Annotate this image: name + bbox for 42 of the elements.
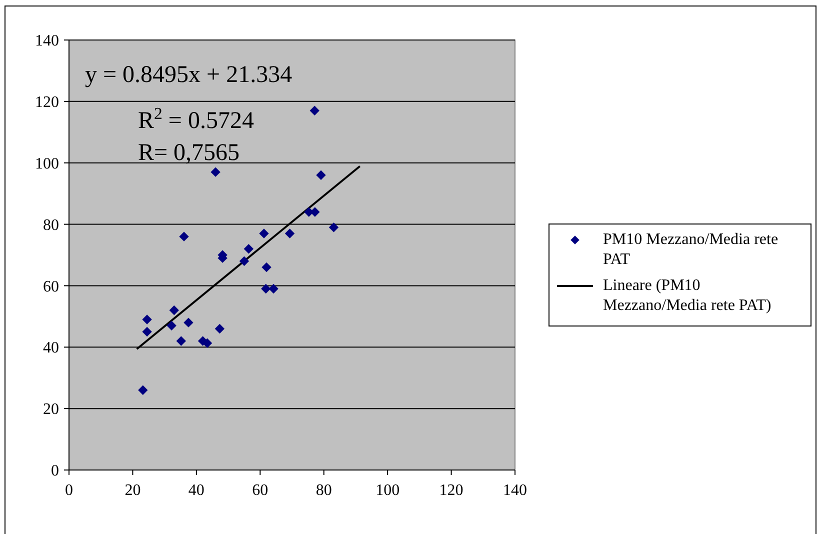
x-tick-label: 60 bbox=[252, 482, 268, 499]
x-tick-label: 40 bbox=[188, 482, 204, 499]
y-tick-label: 140 bbox=[35, 32, 59, 50]
x-tick-label: 0 bbox=[65, 482, 73, 499]
x-tick-label: 100 bbox=[376, 482, 400, 499]
annotation: y = 0.8495x + 21.334 bbox=[85, 62, 292, 88]
x-tick-label: 140 bbox=[503, 482, 527, 499]
point bbox=[244, 244, 254, 254]
y-tick-label: 120 bbox=[35, 94, 59, 112]
point bbox=[166, 320, 176, 330]
x-tick-label: 20 bbox=[124, 482, 141, 499]
point bbox=[210, 167, 220, 177]
x-tick-label: 80 bbox=[316, 482, 332, 499]
point bbox=[179, 232, 189, 242]
x-tick-label: 120 bbox=[439, 482, 464, 499]
y-tick-label: 80 bbox=[43, 216, 59, 234]
y-tick-label: 40 bbox=[43, 340, 59, 357]
point bbox=[239, 256, 250, 266]
point bbox=[268, 284, 278, 294]
point bbox=[214, 324, 225, 334]
point bbox=[310, 106, 320, 116]
point bbox=[138, 385, 148, 395]
point bbox=[310, 207, 320, 217]
point bbox=[328, 222, 339, 232]
point bbox=[284, 228, 295, 238]
point bbox=[184, 318, 194, 328]
annotation: R= 0,7565 bbox=[138, 140, 240, 166]
point bbox=[262, 262, 272, 272]
point bbox=[142, 314, 152, 324]
y-tick-label: 20 bbox=[43, 401, 59, 418]
point bbox=[259, 228, 269, 238]
y-tick-label: 60 bbox=[43, 278, 59, 296]
point bbox=[169, 305, 179, 316]
point bbox=[261, 284, 271, 294]
legend-label: Lineare (PM10 Mezzano/Media rete PAT) bbox=[603, 277, 772, 314]
y-tick-label: 0 bbox=[51, 462, 59, 480]
annotation: R$^{2}$ = 0.5724 bbox=[138, 104, 254, 134]
point bbox=[142, 326, 152, 337]
y-tick-label: 100 bbox=[35, 155, 59, 172]
point bbox=[176, 336, 186, 346]
point bbox=[316, 170, 326, 180]
legend-label: PM10 Mezzano/Media rete PAT bbox=[603, 231, 778, 268]
